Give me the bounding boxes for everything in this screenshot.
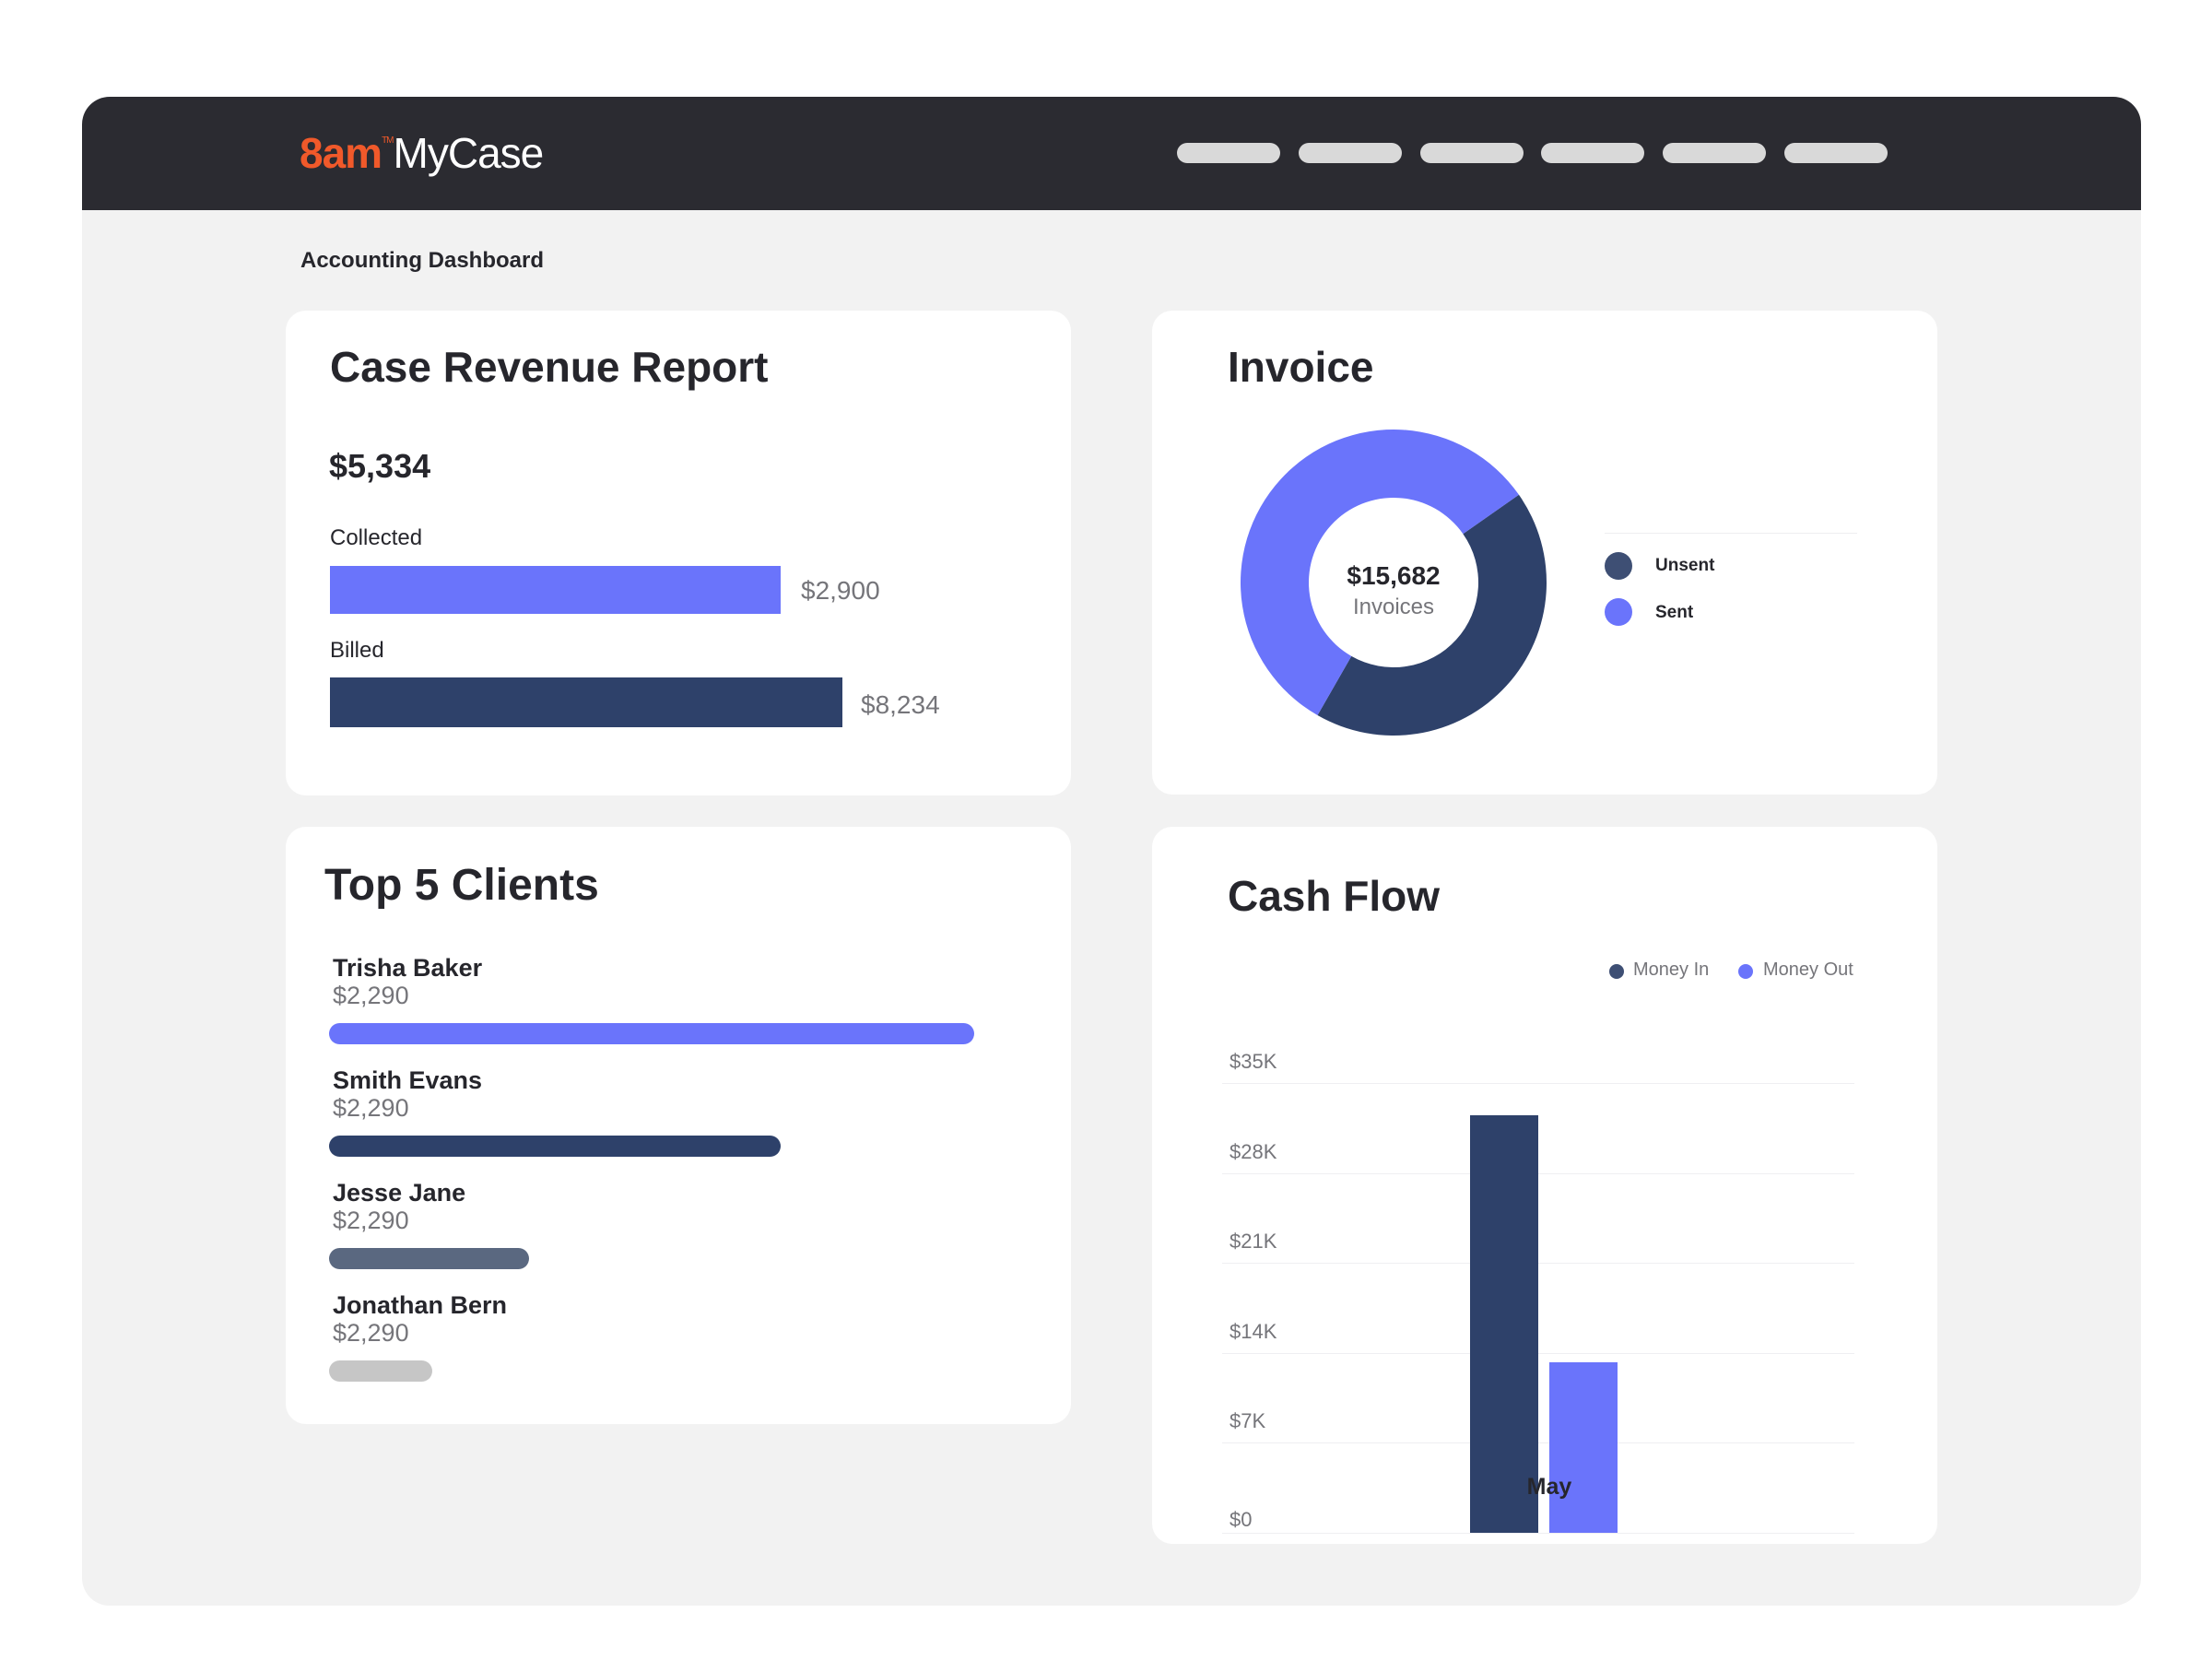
top-clients-card: Top 5 Clients Trisha Baker $2,290 Smith … — [286, 827, 1071, 1424]
logo-trademark: TM — [382, 135, 394, 146]
client-name: Trisha Baker — [333, 954, 483, 982]
legend-divider — [1605, 533, 1857, 534]
client-bar — [329, 1360, 432, 1382]
invoice-center-label: Invoices — [1352, 595, 1435, 619]
client-bar — [329, 1136, 781, 1157]
card-title: Cash Flow — [1228, 872, 1441, 920]
page-title: Accounting Dashboard — [300, 248, 545, 273]
card-title: Invoice — [1228, 343, 1374, 391]
nav-item-2[interactable] — [1299, 143, 1402, 163]
collected-bar — [330, 566, 781, 614]
donut-segment-unsent[interactable] — [1317, 494, 1547, 736]
gridline — [1222, 1263, 1854, 1265]
collected-value: $2,900 — [801, 576, 880, 605]
gridline — [1222, 1172, 1854, 1174]
legend-dot-money-in — [1609, 964, 1624, 979]
logo-brand: 8am — [300, 129, 382, 177]
y-tick-label: $21K — [1230, 1230, 1277, 1254]
nav-item-1[interactable] — [1177, 143, 1280, 163]
x-tick-label: May — [1526, 1474, 1572, 1500]
client-name: Jesse Jane — [333, 1179, 466, 1207]
billed-value: $8,234 — [861, 690, 940, 719]
nav-item-4[interactable] — [1541, 143, 1644, 163]
client-bar — [329, 1248, 529, 1269]
client-bar — [329, 1023, 974, 1044]
client-name: Jonathan Bern — [333, 1291, 508, 1319]
top-nav-bar: 8amTMMyCase — [82, 97, 2141, 210]
legend-label-money-in: Money In — [1633, 960, 1710, 980]
nav-item-6[interactable] — [1784, 143, 1888, 163]
card-title: Case Revenue Report — [330, 343, 769, 391]
legend-label-sent: Sent — [1655, 603, 1694, 622]
y-tick-label: $7K — [1230, 1409, 1266, 1433]
client-name: Smith Evans — [333, 1066, 483, 1094]
legend-label-money-out: Money Out — [1763, 960, 1853, 980]
revenue-total: $5,334 — [329, 447, 431, 485]
gridline — [1222, 1533, 1854, 1534]
nav-item-3[interactable] — [1420, 143, 1524, 163]
y-tick-label: $28K — [1230, 1139, 1277, 1163]
bar-money-out[interactable] — [1549, 1361, 1618, 1533]
gridline — [1222, 1352, 1854, 1354]
y-tick-label: $35K — [1230, 1050, 1277, 1073]
case-revenue-card: Case Revenue Report $5,334 Collected $2,… — [286, 311, 1071, 795]
client-amount: $2,290 — [333, 1207, 409, 1234]
invoice-total: $15,682 — [1347, 561, 1441, 590]
legend-dot-unsent — [1605, 552, 1632, 580]
legend-dot-money-out — [1738, 964, 1753, 979]
client-amount: $2,290 — [333, 1094, 409, 1122]
invoice-donut-chart — [1241, 430, 1547, 736]
nav-item-5[interactable] — [1663, 143, 1766, 163]
y-tick-label: $14K — [1230, 1319, 1277, 1343]
legend-label-unsent: Unsent — [1655, 556, 1715, 575]
collected-label: Collected — [330, 525, 423, 550]
y-tick-label: $0 — [1230, 1508, 1253, 1531]
gridline — [1222, 1083, 1854, 1084]
client-amount: $2,290 — [333, 982, 409, 1009]
card-title: Top 5 Clients — [324, 861, 599, 910]
legend-dot-sent — [1605, 598, 1632, 626]
billed-bar — [330, 677, 842, 727]
billed-label: Billed — [330, 638, 384, 663]
invoice-card: Invoice $15,682 Invoices Unsent Sent — [1152, 311, 1937, 795]
logo-product: MyCase — [393, 129, 545, 177]
gridline — [1222, 1442, 1854, 1444]
bar-money-in[interactable] — [1470, 1114, 1538, 1533]
client-amount: $2,290 — [333, 1319, 409, 1347]
donut-segment-sent[interactable] — [1241, 430, 1519, 716]
logo[interactable]: 8amTMMyCase — [300, 128, 545, 178]
cash-flow-card: Cash Flow Money In Money Out $0 $7K $14K… — [1152, 827, 1937, 1544]
